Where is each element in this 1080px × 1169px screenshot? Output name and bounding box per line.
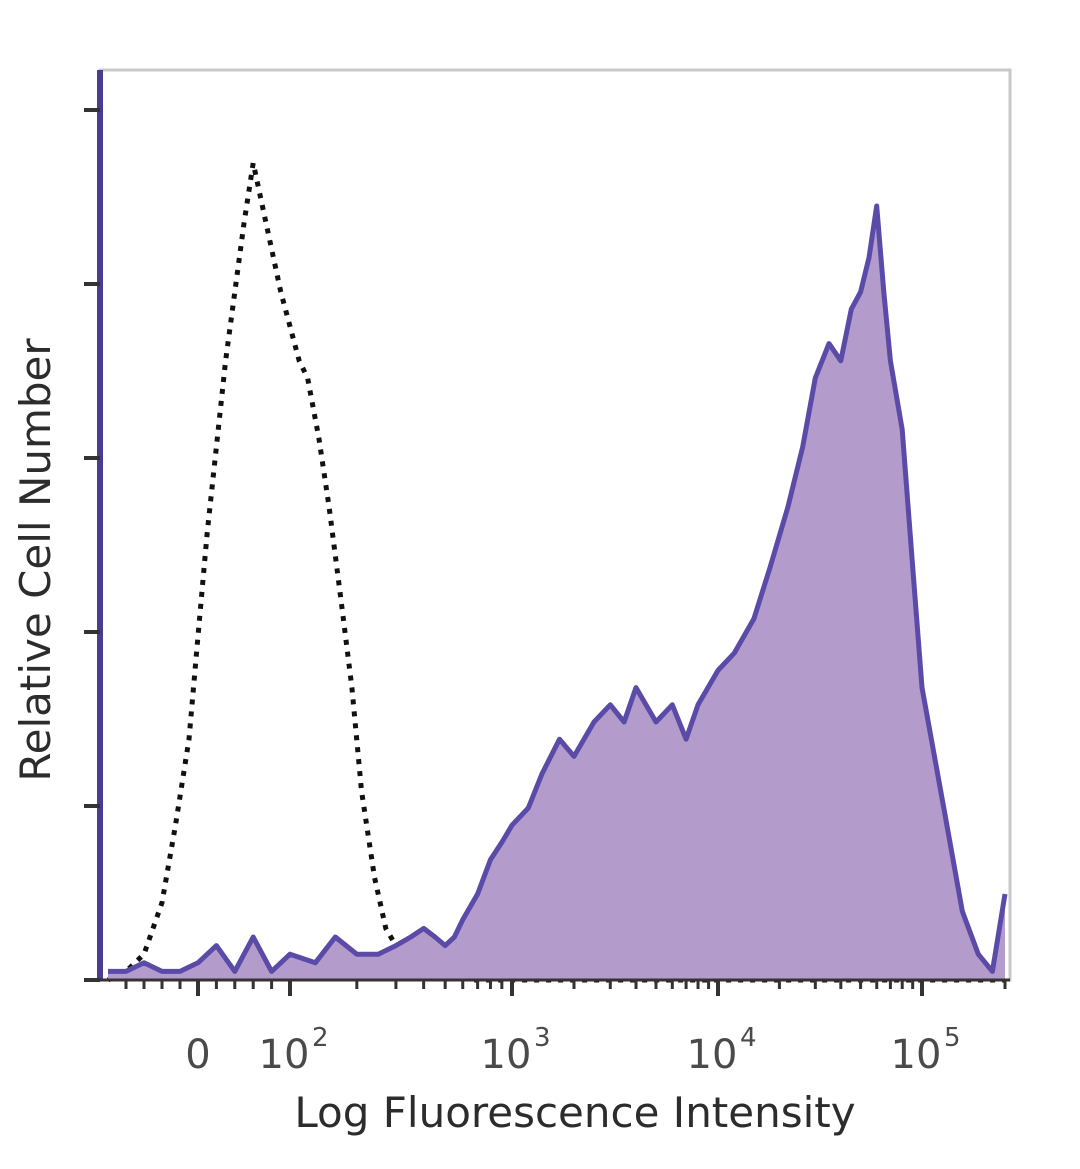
stained-histogram-fill [108,206,1005,980]
x-tick-exponent: 3 [534,1023,551,1053]
x-tick-exponent: 4 [740,1023,757,1053]
x-axis-title: Log Fluorescence Intensity [294,1088,855,1137]
x-tick-labels: 0 10 2 10 3 10 4 10 5 [185,1023,960,1078]
x-tick-label: 10 [687,1032,738,1078]
x-tick-exponent: 2 [312,1023,329,1053]
x-tick-label: 10 [259,1032,310,1078]
axes-layer [84,70,1010,996]
x-tick-exponent: 5 [944,1023,961,1053]
y-axis-title: Relative Cell Number [11,338,60,782]
x-tick-label: 10 [481,1032,532,1078]
x-tick-label: 10 [891,1032,942,1078]
stained-histogram-line [108,203,1008,974]
x-tick-label: 0 [185,1032,210,1078]
